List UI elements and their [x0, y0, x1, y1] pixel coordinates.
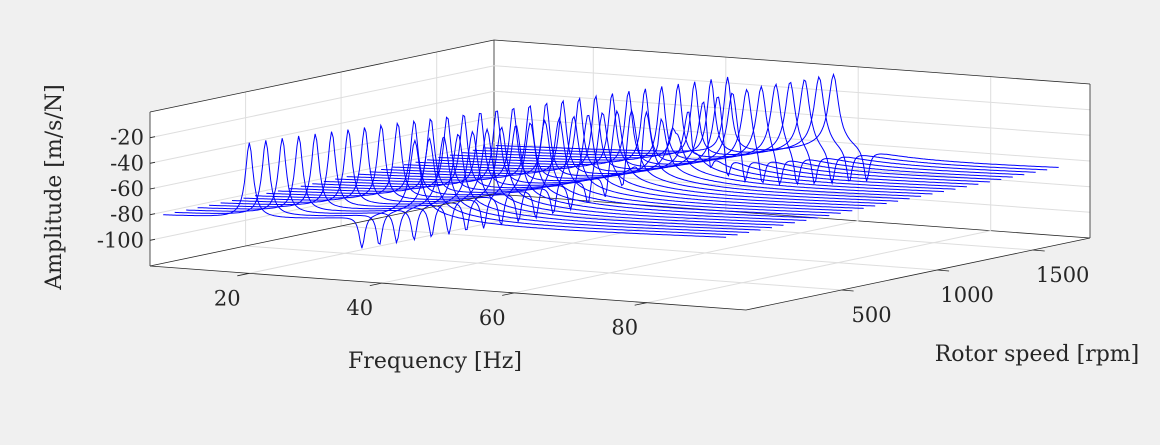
floor-pane — [150, 194, 1090, 310]
series-line-27 — [472, 79, 1036, 186]
x-tick-label: 40 — [346, 296, 373, 320]
series-line-1 — [174, 137, 738, 245]
series-line-9 — [266, 118, 830, 224]
z-tick-label: -80 — [110, 203, 144, 227]
grid-line — [245, 245, 842, 291]
y-tick-label: 1000 — [940, 283, 993, 307]
tick-labels: 20 40 60 80 500 1000 1500 -20-40-60-80-100 — [97, 126, 1090, 340]
z-tick-mark — [149, 213, 156, 216]
series-line-29 — [495, 72, 1059, 182]
y-tick-mark — [1032, 249, 1045, 252]
z-axis-label: Amplitude [m/s/N] — [42, 84, 67, 290]
x-axis-label: Frequency [Hz] — [348, 349, 522, 374]
series-line-25 — [449, 82, 1013, 186]
box-edge — [493, 39, 1091, 85]
series-lines — [163, 72, 1059, 249]
x-tick-mark — [237, 272, 250, 277]
series-line-11 — [289, 115, 853, 215]
z-tick-mark — [149, 161, 156, 164]
series-line-16 — [346, 107, 910, 200]
x-tick-mark — [369, 282, 382, 286]
z-tick-label: -100 — [97, 228, 144, 252]
grid-line — [149, 116, 495, 190]
x-tick-label: 80 — [611, 316, 638, 340]
series-line-26 — [461, 81, 1025, 185]
z-tick-mark — [149, 238, 156, 241]
series-line-7 — [243, 125, 807, 229]
box-edge — [745, 237, 1091, 311]
axes-box-back — [150, 40, 1091, 310]
grid-line — [436, 205, 1033, 251]
series-line-6 — [231, 126, 795, 231]
z-tick-label: -20 — [110, 126, 144, 150]
series-line-12 — [300, 114, 864, 212]
grid-line — [149, 65, 495, 139]
y-tick-label: 1500 — [1036, 263, 1089, 287]
y-tick-mark — [841, 289, 854, 292]
z-tick-label: -40 — [110, 151, 144, 175]
series-line-14 — [323, 109, 887, 205]
box-edge — [149, 39, 495, 113]
series-line-24 — [438, 84, 1002, 187]
grid-line — [149, 90, 495, 164]
y-tick-label: 500 — [852, 303, 892, 327]
series-line-13 — [312, 111, 876, 207]
grid-line — [493, 90, 1091, 136]
series-line-10 — [277, 116, 841, 220]
grid-line — [493, 116, 1091, 162]
x-tick-label: 20 — [214, 286, 241, 310]
series-line-19 — [381, 99, 945, 193]
series-line-28 — [484, 75, 1048, 182]
z-tick-mark — [149, 136, 156, 139]
x-tick-mark — [634, 302, 647, 306]
z-tick-label: -60 — [110, 177, 144, 201]
y-axis-label: Rotor speed [rpm] — [935, 342, 1140, 367]
z-tick-mark — [149, 187, 156, 190]
x-tick-label: 60 — [479, 306, 506, 330]
y-tick-mark — [937, 269, 950, 272]
box-edge — [149, 193, 495, 267]
grid-line — [341, 225, 938, 271]
series-line-4 — [209, 130, 773, 238]
x-tick-mark — [502, 292, 515, 296]
series-line-2 — [186, 136, 750, 245]
grid-line — [149, 142, 495, 216]
